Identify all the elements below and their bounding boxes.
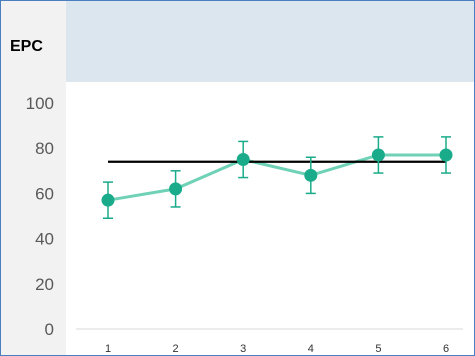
y-tick-label: 0 [45,320,54,339]
data-point [101,193,115,207]
x-tick-label: 2 [173,343,179,355]
x-tick-label: 6 [443,343,449,355]
data-point [169,182,183,196]
x-tick-label: 3 [240,343,246,355]
y-tick-label: 20 [35,275,54,294]
axis-column [1,1,66,355]
data-point [236,153,250,166]
chart-title: EPC [10,38,43,55]
y-tick-label: 60 [35,184,54,203]
x-tick-label: 4 [308,343,314,355]
data-point [439,148,453,162]
data-point [304,168,318,182]
series-line [107,153,446,202]
y-tick-label: 80 [35,139,54,158]
x-tick-label: 1 [105,343,111,355]
y-tick-label: 100 [26,94,54,113]
header-band [66,1,474,82]
y-tick-label: 40 [35,230,54,249]
data-point [371,148,385,162]
x-tick-label: 5 [375,343,381,355]
